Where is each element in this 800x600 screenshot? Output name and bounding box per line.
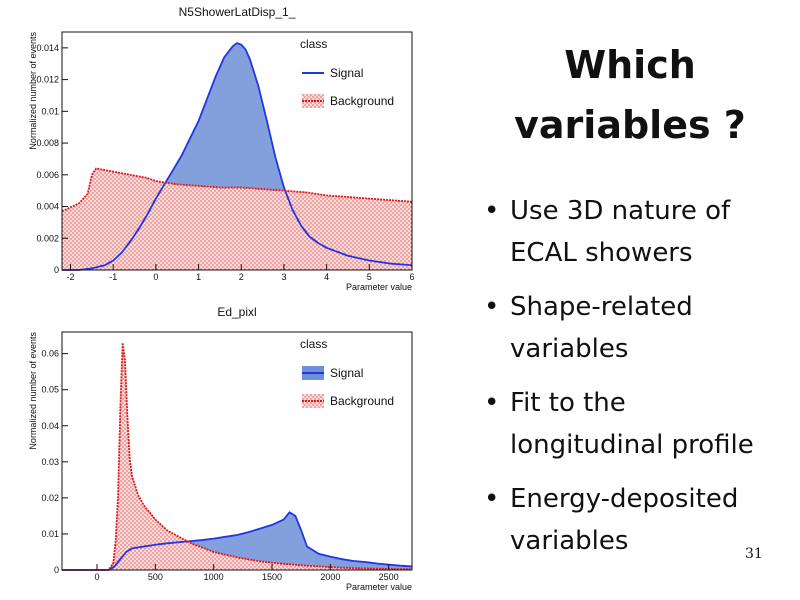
x-tick-label: 6 bbox=[409, 272, 414, 282]
y-tick-label: 0.05 bbox=[41, 385, 59, 395]
x-tick-label: 3 bbox=[281, 272, 286, 282]
y-axis-label: Normalized number of events bbox=[28, 332, 38, 450]
y-tick-label: 0 bbox=[54, 565, 59, 575]
bullet-item: • Shape-related variables bbox=[482, 286, 782, 370]
bullet-dot-icon: • bbox=[484, 484, 500, 514]
chart-top: N5ShowerLatDisp_1_ -2 -1 0 1 2 3 4 5 6 0 0.002 0.004… bbox=[0, 0, 430, 300]
legend-label-background: Background bbox=[330, 94, 394, 108]
x-tick-label: 1 bbox=[196, 272, 201, 282]
bullet-text: Energy-deposited variables bbox=[510, 484, 739, 556]
y-tick-label: 0 bbox=[54, 265, 59, 275]
bullet-dot-icon: • bbox=[484, 196, 500, 226]
page-number: 31 bbox=[745, 546, 763, 562]
bullet-list: • Use 3D nature of ECAL showers • Shape-… bbox=[482, 190, 782, 574]
series-line-background bbox=[62, 342, 413, 571]
bullet-item: • Use 3D nature of ECAL showers bbox=[482, 190, 782, 274]
chart-svg-top: N5ShowerLatDisp_1_ -2 -1 0 1 2 3 4 5 6 0 0.002 0.004… bbox=[28, 5, 415, 292]
series-line-background bbox=[61, 167, 413, 213]
x-tick-label: 1000 bbox=[204, 572, 224, 582]
heading-line-1: Which bbox=[564, 43, 696, 87]
series-line-signal bbox=[62, 42, 413, 271]
legend-title: class bbox=[300, 337, 327, 351]
chart-title: Ed_pixl bbox=[217, 305, 256, 319]
y-tick-label: 0.014 bbox=[36, 43, 59, 53]
bullet-text: Shape-related variables bbox=[510, 292, 693, 364]
x-tick-label: -1 bbox=[109, 272, 117, 282]
x-tick-label: 2500 bbox=[379, 572, 399, 582]
x-tick-label: 5 bbox=[367, 272, 372, 282]
plot-frame bbox=[61, 31, 413, 271]
y-tick-label: 0.002 bbox=[36, 233, 59, 243]
bullet-dot-icon: • bbox=[484, 388, 500, 418]
y-tick-label: 0.012 bbox=[36, 75, 59, 85]
x-tick-label: 2 bbox=[239, 272, 244, 282]
x-tick-label: -2 bbox=[67, 272, 75, 282]
x-tick-label: 0 bbox=[153, 272, 158, 282]
series-line-signal bbox=[62, 511, 413, 571]
chart-bottom: Ed_pixl 0 500 1000 1500 2000 2500 0 0.01 0.02 0.03… bbox=[0, 300, 430, 600]
bullet-text: Fit to the longitudinal profile bbox=[510, 388, 754, 460]
legend-label-background: Background bbox=[330, 394, 394, 408]
chart-svg-bottom: Ed_pixl 0 500 1000 1500 2000 2500 0 0.01 0.02 0.03… bbox=[28, 305, 413, 592]
x-tick-label: 2000 bbox=[320, 572, 340, 582]
y-tick-label: 0.006 bbox=[36, 170, 59, 180]
x-tick-label: 0 bbox=[94, 572, 99, 582]
y-axis-label: Normalized number of events bbox=[28, 32, 38, 150]
heading-line-2: variables ? bbox=[514, 103, 746, 147]
y-tick-label: 0.03 bbox=[41, 457, 59, 467]
bullet-text: Use 3D nature of ECAL showers bbox=[510, 196, 731, 268]
y-tick-label: 0.004 bbox=[36, 202, 59, 212]
legend-title: class bbox=[300, 37, 327, 51]
legend-label-signal: Signal bbox=[330, 366, 363, 380]
x-tick-label: 4 bbox=[324, 272, 329, 282]
bullet-dot-icon: • bbox=[484, 292, 500, 322]
y-tick-label: 0.01 bbox=[41, 106, 59, 116]
slide-heading: Which variables ? bbox=[500, 35, 760, 155]
y-tick-label: 0.008 bbox=[36, 138, 59, 148]
legend-label-signal: Signal bbox=[330, 66, 363, 80]
bullet-item: • Energy-deposited variables bbox=[482, 478, 782, 562]
series-area-background bbox=[62, 168, 412, 270]
x-axis-label: Parameter value bbox=[346, 282, 412, 292]
y-tick-label: 0.01 bbox=[41, 529, 59, 539]
y-tick-label: 0.04 bbox=[41, 421, 59, 431]
chart-title: N5ShowerLatDisp_1_ bbox=[179, 5, 296, 19]
y-tick-label: 0.06 bbox=[41, 349, 59, 359]
x-tick-label: 500 bbox=[148, 572, 163, 582]
x-tick-label: 1500 bbox=[262, 572, 282, 582]
x-axis-label: Parameter value bbox=[346, 582, 412, 592]
plot-frame bbox=[61, 331, 413, 571]
y-tick-label: 0.02 bbox=[41, 493, 59, 503]
bullet-item: • Fit to the longitudinal profile bbox=[482, 382, 782, 466]
